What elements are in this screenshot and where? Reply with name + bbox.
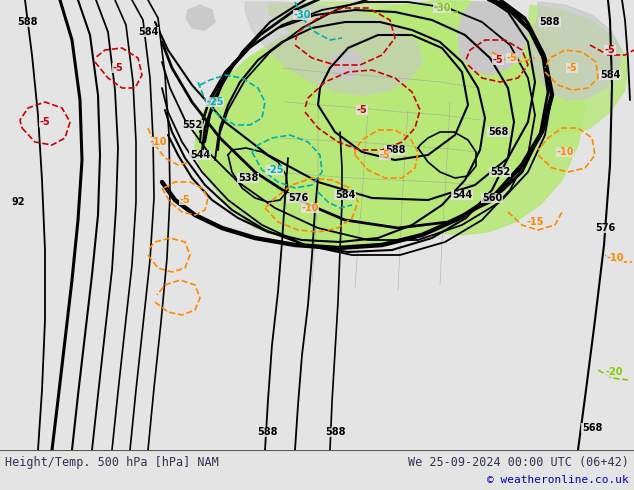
Text: -15: -15	[526, 217, 544, 227]
Text: 584: 584	[138, 27, 158, 37]
Polygon shape	[532, 2, 622, 100]
Text: 538: 538	[238, 173, 258, 183]
Text: -10: -10	[149, 137, 167, 147]
Polygon shape	[458, 2, 528, 75]
Text: 552: 552	[182, 120, 202, 130]
Text: 568: 568	[488, 127, 508, 137]
Text: 544: 544	[190, 150, 210, 160]
Text: 588: 588	[18, 17, 38, 27]
Text: 584: 584	[600, 70, 620, 80]
Text: -25: -25	[206, 97, 224, 107]
Text: -20: -20	[605, 367, 623, 377]
Text: -25: -25	[266, 165, 284, 175]
Text: © weatheronline.co.uk: © weatheronline.co.uk	[488, 475, 629, 485]
Text: -5: -5	[507, 53, 517, 63]
Text: Height/Temp. 500 hPa [hPa] NAM: Height/Temp. 500 hPa [hPa] NAM	[5, 456, 219, 468]
Polygon shape	[368, 1, 585, 235]
Text: -5: -5	[380, 150, 391, 160]
Polygon shape	[195, 1, 548, 248]
Text: 560: 560	[482, 193, 502, 203]
Text: -10: -10	[556, 147, 574, 157]
Text: -5: -5	[113, 63, 124, 73]
Text: 568: 568	[582, 423, 602, 433]
Text: 588: 588	[540, 17, 560, 27]
Text: 552: 552	[490, 167, 510, 177]
Polygon shape	[186, 5, 215, 30]
Polygon shape	[328, 50, 362, 78]
Text: -5: -5	[179, 195, 190, 205]
Text: -30: -30	[433, 3, 451, 13]
Text: 588: 588	[325, 427, 346, 437]
Text: -5: -5	[39, 117, 50, 127]
Text: -5: -5	[493, 55, 503, 65]
Text: 576: 576	[288, 193, 308, 203]
Text: -5: -5	[605, 45, 616, 55]
Text: -10: -10	[301, 203, 319, 213]
Text: -5: -5	[356, 105, 367, 115]
Text: 588: 588	[258, 427, 278, 437]
Text: -5: -5	[567, 63, 578, 73]
Text: 576: 576	[595, 223, 615, 233]
Text: -30: -30	[294, 10, 311, 20]
Polygon shape	[268, 2, 515, 118]
Text: 92: 92	[11, 197, 25, 207]
Text: 544: 544	[452, 190, 472, 200]
Text: 588: 588	[385, 145, 405, 155]
Polygon shape	[245, 2, 422, 95]
Text: 584: 584	[335, 190, 355, 200]
Text: We 25-09-2024 00:00 UTC (06+42): We 25-09-2024 00:00 UTC (06+42)	[408, 456, 629, 468]
Text: -10: -10	[606, 253, 624, 263]
Polygon shape	[515, 5, 628, 135]
